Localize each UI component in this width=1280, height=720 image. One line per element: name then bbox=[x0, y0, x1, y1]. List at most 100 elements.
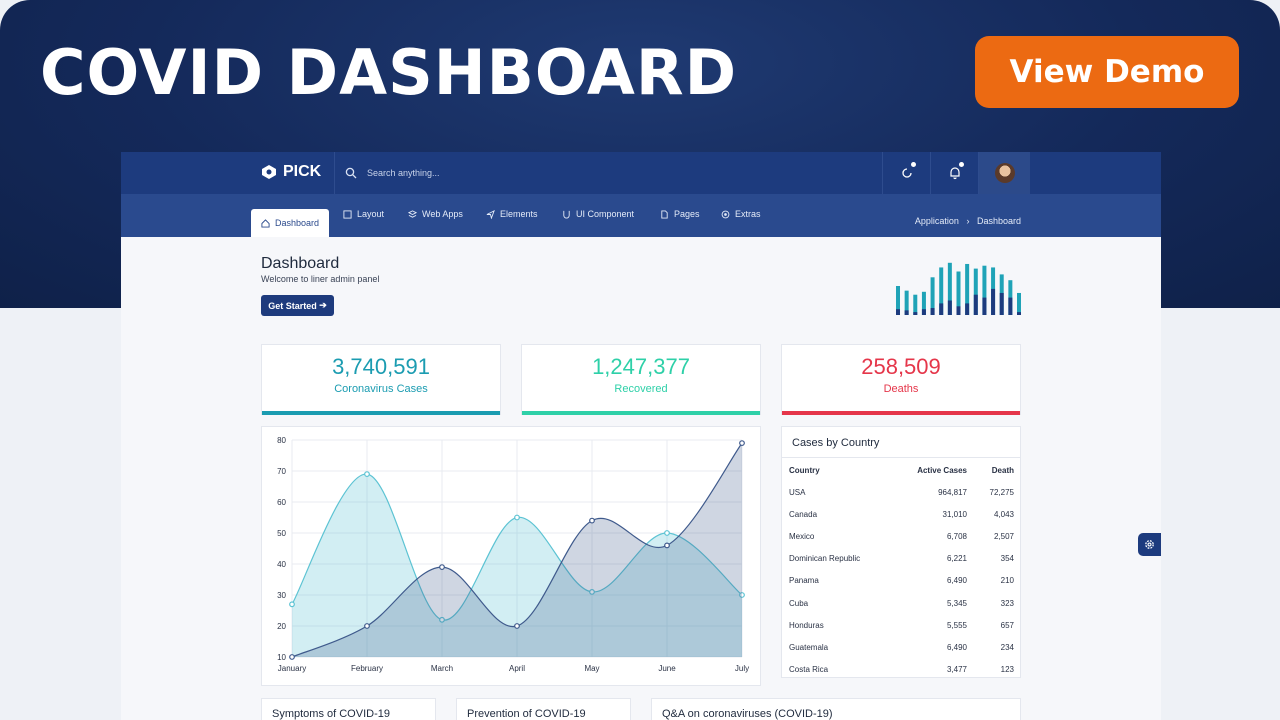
table-row[interactable]: Guatemala 6,490 234 bbox=[782, 638, 1020, 660]
sparkline-bar bbox=[982, 265, 987, 315]
top-bar: PICK Search anything... bbox=[121, 152, 1161, 194]
nav-label: Elements bbox=[500, 209, 538, 219]
sparkline-bar-dark bbox=[896, 309, 900, 315]
series-2-area bbox=[292, 443, 742, 657]
qa-card[interactable]: Q&A on coronaviruses (COVID-19) bbox=[651, 698, 1021, 720]
table-cell: Canada bbox=[789, 510, 818, 520]
sparkline-bar-dark bbox=[999, 292, 1004, 315]
x-tick-label: February bbox=[351, 664, 383, 673]
series-1-point bbox=[514, 514, 520, 521]
table-cell: 234 bbox=[1000, 642, 1014, 652]
stat-card-cases: 3,740,591 Coronavirus Cases bbox=[261, 344, 501, 415]
table-cell: Panama bbox=[789, 576, 819, 586]
stat-value: 258,509 bbox=[861, 354, 941, 379]
table-cell: USA bbox=[789, 488, 806, 497]
settings-toggle[interactable] bbox=[1138, 533, 1161, 556]
series-2-point bbox=[514, 623, 520, 629]
sparkline-bar bbox=[930, 277, 935, 315]
y-tick-label: 70 bbox=[277, 467, 286, 476]
table-header-cell: Country bbox=[789, 466, 820, 475]
series-2-point bbox=[664, 542, 670, 549]
cases-by-country-card: Cases by Country Country Active Cases Deat… bbox=[781, 426, 1021, 678]
y-tick-label: 30 bbox=[277, 591, 286, 600]
send-icon bbox=[486, 209, 495, 219]
search-icon bbox=[345, 167, 357, 179]
y-tick-label: 10 bbox=[277, 653, 286, 662]
logo-icon bbox=[262, 165, 276, 179]
page-title: Dashboard bbox=[261, 255, 340, 272]
table-header-cell: Death bbox=[991, 466, 1014, 475]
stat-value: 1,247,377 bbox=[592, 354, 690, 379]
stat-label: Recovered bbox=[614, 383, 668, 395]
nav-web-apps[interactable]: Web Apps bbox=[408, 209, 463, 219]
search-input[interactable]: Search anything... bbox=[367, 168, 440, 178]
series-2-point bbox=[364, 623, 370, 629]
sparkline-bar-dark bbox=[913, 312, 918, 315]
x-tick-label: January bbox=[278, 664, 306, 673]
view-demo-button[interactable]: View Demo bbox=[975, 36, 1239, 108]
table-cell: Honduras bbox=[789, 620, 824, 630]
table-row[interactable]: Cuba 5,345 323 bbox=[782, 594, 1020, 616]
notification-dot bbox=[959, 162, 964, 167]
nav-layout[interactable]: Layout bbox=[343, 209, 384, 219]
nav-label: Extras bbox=[735, 209, 761, 219]
notification-dot bbox=[911, 162, 916, 167]
arrow-right-icon: ➔ bbox=[319, 300, 327, 310]
table-cell: 2,507 bbox=[993, 532, 1014, 542]
brand-logo[interactable]: PICK bbox=[261, 163, 321, 181]
symptoms-card[interactable]: Symptoms of COVID-19 bbox=[261, 698, 436, 720]
prevention-card[interactable]: Prevention of COVID-19 bbox=[456, 698, 631, 720]
search-bar[interactable]: Search anything... bbox=[334, 152, 884, 194]
extras-icon bbox=[721, 210, 730, 218]
magnet-icon bbox=[563, 210, 570, 218]
refresh-button[interactable] bbox=[882, 152, 930, 194]
stat-card-deaths: 258,509 Deaths bbox=[781, 344, 1021, 415]
table-row[interactable]: USA 964,817 72,275 bbox=[782, 483, 1020, 505]
table-cell: 210 bbox=[1000, 576, 1014, 586]
hero-title: COVID DASHBOARD bbox=[40, 36, 738, 109]
table-row[interactable]: Costa Rica 3,477 123 bbox=[782, 660, 1020, 682]
get-started-button[interactable]: Get Started ➔ bbox=[261, 295, 334, 316]
get-started-label: Get Started bbox=[268, 300, 317, 311]
x-tick-label: July bbox=[735, 664, 749, 673]
breadcrumb-application[interactable]: Application bbox=[914, 216, 959, 226]
y-tick-label: 20 bbox=[277, 622, 286, 631]
table-cell: 6,221 bbox=[946, 554, 967, 564]
table-title: Cases by Country bbox=[792, 437, 880, 449]
table-cell: 964,817 bbox=[938, 488, 967, 497]
y-tick-label: 60 bbox=[277, 498, 286, 507]
sparkline-bar-dark bbox=[991, 288, 996, 315]
sparkline-bar bbox=[904, 290, 909, 315]
page-subtitle: Welcome to liner admin panel bbox=[261, 274, 380, 284]
nav-label: Pages bbox=[674, 209, 700, 219]
table-row[interactable]: Panama 6,490 210 bbox=[782, 571, 1020, 593]
stat-label: Deaths bbox=[883, 383, 919, 395]
nav-label: Layout bbox=[357, 209, 385, 219]
nav-label: Dashboard bbox=[275, 218, 320, 228]
table-row[interactable]: Canada 31,010 4,043 bbox=[782, 505, 1020, 527]
series-2-point bbox=[589, 517, 595, 524]
table-row[interactable]: Dominican Republic 6,221 354 bbox=[782, 549, 1020, 571]
table-row[interactable]: Honduras 5,555 657 bbox=[782, 616, 1020, 638]
nav-extras[interactable]: Extras bbox=[721, 209, 761, 219]
sparkline-bar-dark bbox=[947, 300, 952, 315]
table-cell: 3,477 bbox=[946, 664, 967, 674]
layout-icon bbox=[343, 209, 352, 219]
bell-icon bbox=[949, 167, 960, 180]
cases-table: Country Active Cases Death USA 964,817 72,275… bbox=[782, 457, 1020, 674]
nav-pages[interactable]: Pages bbox=[660, 209, 700, 219]
table-row[interactable]: Mexico 6,708 2,507 bbox=[782, 527, 1020, 549]
stat-card-recovered: 1,247,377 Recovered bbox=[521, 344, 761, 415]
home-icon bbox=[261, 218, 270, 228]
nav-label: Web Apps bbox=[422, 209, 463, 219]
user-menu[interactable] bbox=[978, 152, 1030, 194]
nav-elements[interactable]: Elements bbox=[486, 209, 538, 219]
nav-dashboard[interactable]: Dashboard bbox=[251, 209, 330, 237]
refresh-icon bbox=[901, 168, 912, 178]
brand-name: PICK bbox=[283, 163, 322, 180]
nav-ui-component[interactable]: UI Component bbox=[562, 209, 634, 219]
table-cell: 6,708 bbox=[946, 532, 967, 542]
area-chart-card: 10 20 30 40 50 60 70 80 January February March Apri… bbox=[261, 426, 761, 686]
sparkline-bar-dark bbox=[1008, 297, 1013, 315]
notifications-button[interactable] bbox=[930, 152, 978, 194]
